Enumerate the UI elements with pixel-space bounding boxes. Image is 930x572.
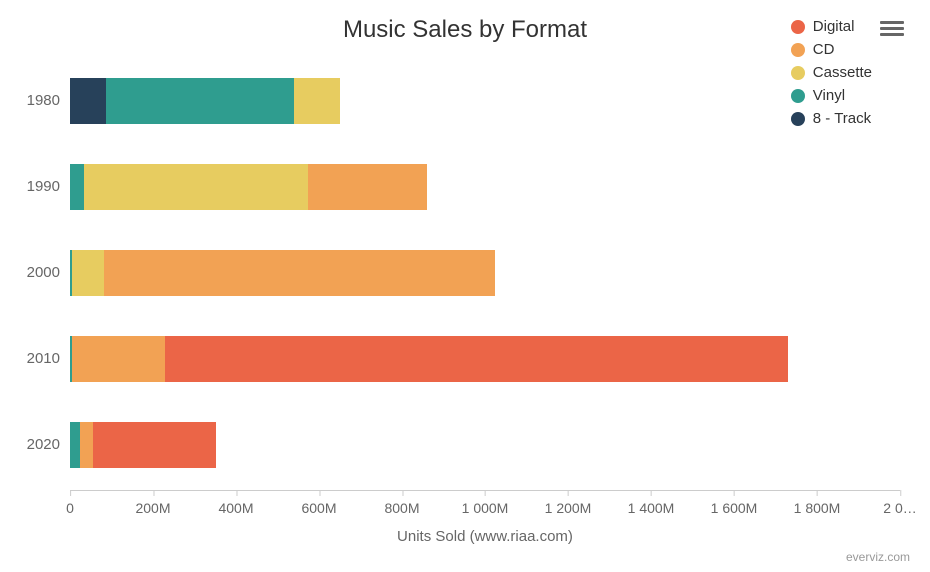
x-axis-tick-mark bbox=[319, 490, 320, 496]
x-axis-tick: 1 600M bbox=[711, 500, 758, 516]
x-axis-tick: 2 0… bbox=[883, 500, 916, 516]
x-axis-tick: 1 800M bbox=[794, 500, 841, 516]
bar-segment[interactable] bbox=[106, 78, 294, 124]
legend-item[interactable]: Digital bbox=[791, 18, 872, 35]
x-axis-tick-mark bbox=[817, 490, 818, 496]
x-axis-tick-mark bbox=[236, 490, 237, 496]
y-axis-tick-label: 1990 bbox=[0, 178, 60, 195]
bar-segment[interactable] bbox=[72, 336, 166, 382]
bar-row bbox=[70, 336, 900, 382]
x-axis-tick: 600M bbox=[301, 500, 336, 516]
x-axis-tick-label: 0 bbox=[66, 500, 74, 516]
x-axis-tick: 200M bbox=[135, 500, 170, 516]
y-axis-tick-label: 2020 bbox=[0, 436, 60, 453]
bar-segment[interactable] bbox=[70, 422, 80, 468]
x-axis-tick-label: 1 800M bbox=[794, 500, 841, 516]
bar-segment[interactable] bbox=[104, 250, 495, 296]
x-axis-tick-label: 400M bbox=[218, 500, 253, 516]
x-axis-tick-label: 1 400M bbox=[628, 500, 675, 516]
bar-segment[interactable] bbox=[80, 422, 93, 468]
x-axis-tick: 800M bbox=[384, 500, 419, 516]
x-axis-tick-label: 800M bbox=[384, 500, 419, 516]
hamburger-menu-icon[interactable] bbox=[880, 18, 904, 38]
x-axis-tick-label: 2 0… bbox=[883, 500, 916, 516]
bar-row bbox=[70, 422, 900, 468]
x-axis-tick-mark bbox=[568, 490, 569, 496]
bar-segment[interactable] bbox=[294, 78, 340, 124]
x-axis-tick-mark bbox=[651, 490, 652, 496]
legend-label: CD bbox=[813, 41, 835, 58]
legend-swatch bbox=[791, 20, 805, 34]
chart-container: Music Sales by Format DigitalCDCassetteV… bbox=[0, 0, 930, 572]
bar-segment[interactable] bbox=[308, 164, 427, 210]
legend-label: Digital bbox=[813, 18, 855, 35]
x-axis-tick-mark bbox=[402, 490, 403, 496]
x-axis-tick-mark bbox=[734, 490, 735, 496]
legend-item[interactable]: CD bbox=[791, 41, 872, 58]
bar-segment[interactable] bbox=[72, 250, 104, 296]
x-axis-tick-label: 1 600M bbox=[711, 500, 758, 516]
bar-row bbox=[70, 78, 900, 124]
bar-segment[interactable] bbox=[93, 422, 217, 468]
plot-area bbox=[70, 60, 900, 490]
y-axis-tick-label: 1980 bbox=[0, 92, 60, 109]
bar-segment[interactable] bbox=[84, 164, 309, 210]
x-axis-tick: 1 000M bbox=[462, 500, 509, 516]
credit-text: everviz.com bbox=[846, 550, 910, 564]
y-axis-tick-label: 2010 bbox=[0, 350, 60, 367]
bar-segment[interactable] bbox=[70, 78, 106, 124]
x-axis-tick-label: 1 000M bbox=[462, 500, 509, 516]
bar-row bbox=[70, 250, 900, 296]
x-axis-tick: 1 200M bbox=[545, 500, 592, 516]
x-axis-tick-mark bbox=[485, 490, 486, 496]
y-axis-tick-label: 2000 bbox=[0, 264, 60, 281]
x-axis-tick: 0 bbox=[66, 500, 74, 516]
x-axis-label: Units Sold (www.riaa.com) bbox=[70, 528, 900, 545]
x-axis-tick-label: 600M bbox=[301, 500, 336, 516]
x-axis-tick-mark bbox=[153, 490, 154, 496]
x-axis-tick: 400M bbox=[218, 500, 253, 516]
x-axis-tick-mark bbox=[70, 490, 71, 496]
x-axis-tick-label: 200M bbox=[135, 500, 170, 516]
bar-segment[interactable] bbox=[165, 336, 788, 382]
x-axis-tick-label: 1 200M bbox=[545, 500, 592, 516]
bar-segment[interactable] bbox=[70, 164, 84, 210]
x-axis-tick-mark bbox=[900, 490, 901, 496]
legend-swatch bbox=[791, 43, 805, 57]
bar-row bbox=[70, 164, 900, 210]
x-axis-tick: 1 400M bbox=[628, 500, 675, 516]
